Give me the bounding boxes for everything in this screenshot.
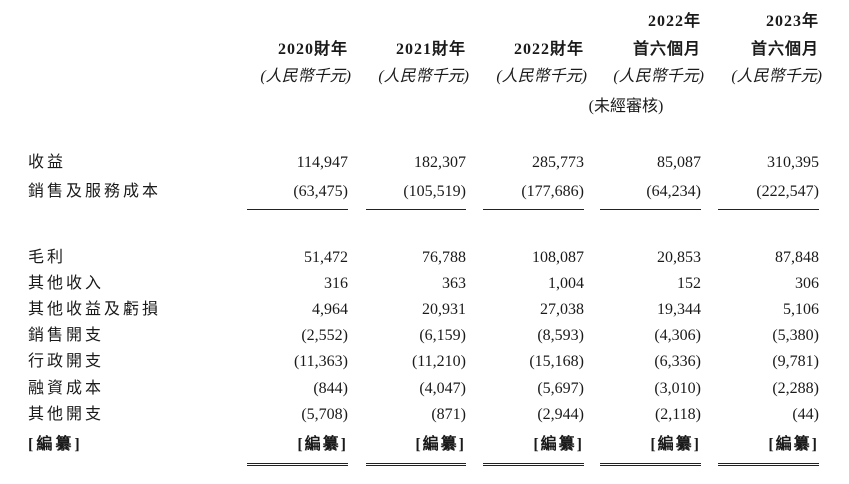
cell-value: 4,964: [312, 301, 348, 318]
column-heading: 2022年: [647, 13, 701, 30]
cell-value: (8,593): [537, 327, 584, 344]
row-label: 其他開支: [28, 406, 105, 423]
cell-value: 285,773: [532, 154, 584, 171]
rule: [247, 209, 348, 210]
cell-value: (6,159): [419, 327, 466, 344]
cell-value: (11,210): [411, 353, 466, 370]
cell-value: 306: [795, 275, 819, 292]
cell-value: (11,363): [293, 353, 348, 370]
cell-value: (2,288): [772, 380, 819, 397]
cell-value: (5,708): [301, 406, 348, 423]
cell-value: (4,306): [654, 327, 701, 344]
cell-value: 20,853: [657, 249, 701, 266]
rule: [366, 209, 466, 210]
cell-value: [編纂]: [650, 436, 701, 453]
cell-value: 20,931: [422, 301, 466, 318]
row-label: 其他收益及虧損: [28, 301, 162, 318]
column-heading: 2021財年: [395, 41, 466, 58]
cell-value: (64,234): [646, 183, 701, 200]
column-heading: 2022財年: [513, 41, 584, 58]
cell-value: 87,848: [775, 249, 819, 266]
cell-value: (2,944): [537, 406, 584, 423]
cell-value: 51,472: [304, 249, 348, 266]
cell-value: [編纂]: [768, 436, 819, 453]
row-label: 融資成本: [28, 380, 105, 397]
column-unit: (人民幣千元): [260, 68, 351, 85]
cell-value: 182,307: [414, 154, 466, 171]
row-label: 其他收入: [28, 275, 105, 292]
cell-value: (2,118): [654, 406, 701, 423]
cell-value: (4,047): [419, 380, 466, 397]
column-heading: 2020財年: [277, 41, 348, 58]
rule: [483, 209, 584, 210]
column-heading: 2023年: [765, 13, 819, 30]
cell-value: [編纂]: [533, 436, 584, 453]
cell-value: (2,552): [301, 327, 348, 344]
double-rule: [600, 463, 701, 466]
cell-value: (9,781): [772, 353, 819, 370]
cell-value: 85,087: [657, 154, 701, 171]
row-label: 銷售及服務成本: [28, 183, 162, 200]
cell-value: (222,547): [756, 183, 819, 200]
cell-value: 310,395: [767, 154, 819, 171]
cell-value: (105,519): [403, 183, 466, 200]
cell-value: 316: [324, 275, 348, 292]
column-note: (未經審核): [588, 98, 664, 115]
cell-value: 152: [677, 275, 701, 292]
double-rule: [366, 463, 466, 466]
double-rule: [483, 463, 584, 466]
column-unit: (人民幣千元): [731, 68, 822, 85]
cell-value: 5,106: [783, 301, 819, 318]
cell-value: (63,475): [293, 183, 348, 200]
cell-value: (177,686): [521, 183, 584, 200]
rule: [718, 209, 819, 210]
cell-value: 19,344: [657, 301, 701, 318]
cell-value: (844): [313, 380, 348, 397]
cell-value: 76,788: [422, 249, 466, 266]
cell-value: [編纂]: [297, 436, 348, 453]
cell-value: (15,168): [529, 353, 584, 370]
cell-value: (3,010): [654, 380, 701, 397]
double-rule: [247, 463, 348, 466]
row-label: [編纂]: [28, 436, 83, 453]
row-label: 行政開支: [28, 353, 105, 370]
cell-value: 108,087: [532, 249, 584, 266]
cell-value: (44): [792, 406, 819, 423]
double-rule: [718, 463, 819, 466]
cell-value: (6,336): [654, 353, 701, 370]
column-unit: (人民幣千元): [378, 68, 469, 85]
cell-value: [編纂]: [415, 436, 466, 453]
cell-value: 363: [442, 275, 466, 292]
cell-value: (5,697): [537, 380, 584, 397]
column-unit: (人民幣千元): [613, 68, 704, 85]
column-heading: 首六個月: [632, 41, 701, 58]
column-unit: (人民幣千元): [496, 68, 587, 85]
rule: [600, 209, 701, 210]
row-label: 收益: [28, 154, 67, 171]
cell-value: (5,380): [772, 327, 819, 344]
row-label: 毛利: [28, 249, 67, 266]
cell-value: 114,947: [296, 154, 348, 171]
column-heading: 首六個月: [750, 41, 819, 58]
cell-value: (871): [431, 406, 466, 423]
cell-value: 1,004: [548, 275, 584, 292]
cell-value: 27,038: [540, 301, 584, 318]
row-label: 銷售開支: [28, 327, 105, 344]
